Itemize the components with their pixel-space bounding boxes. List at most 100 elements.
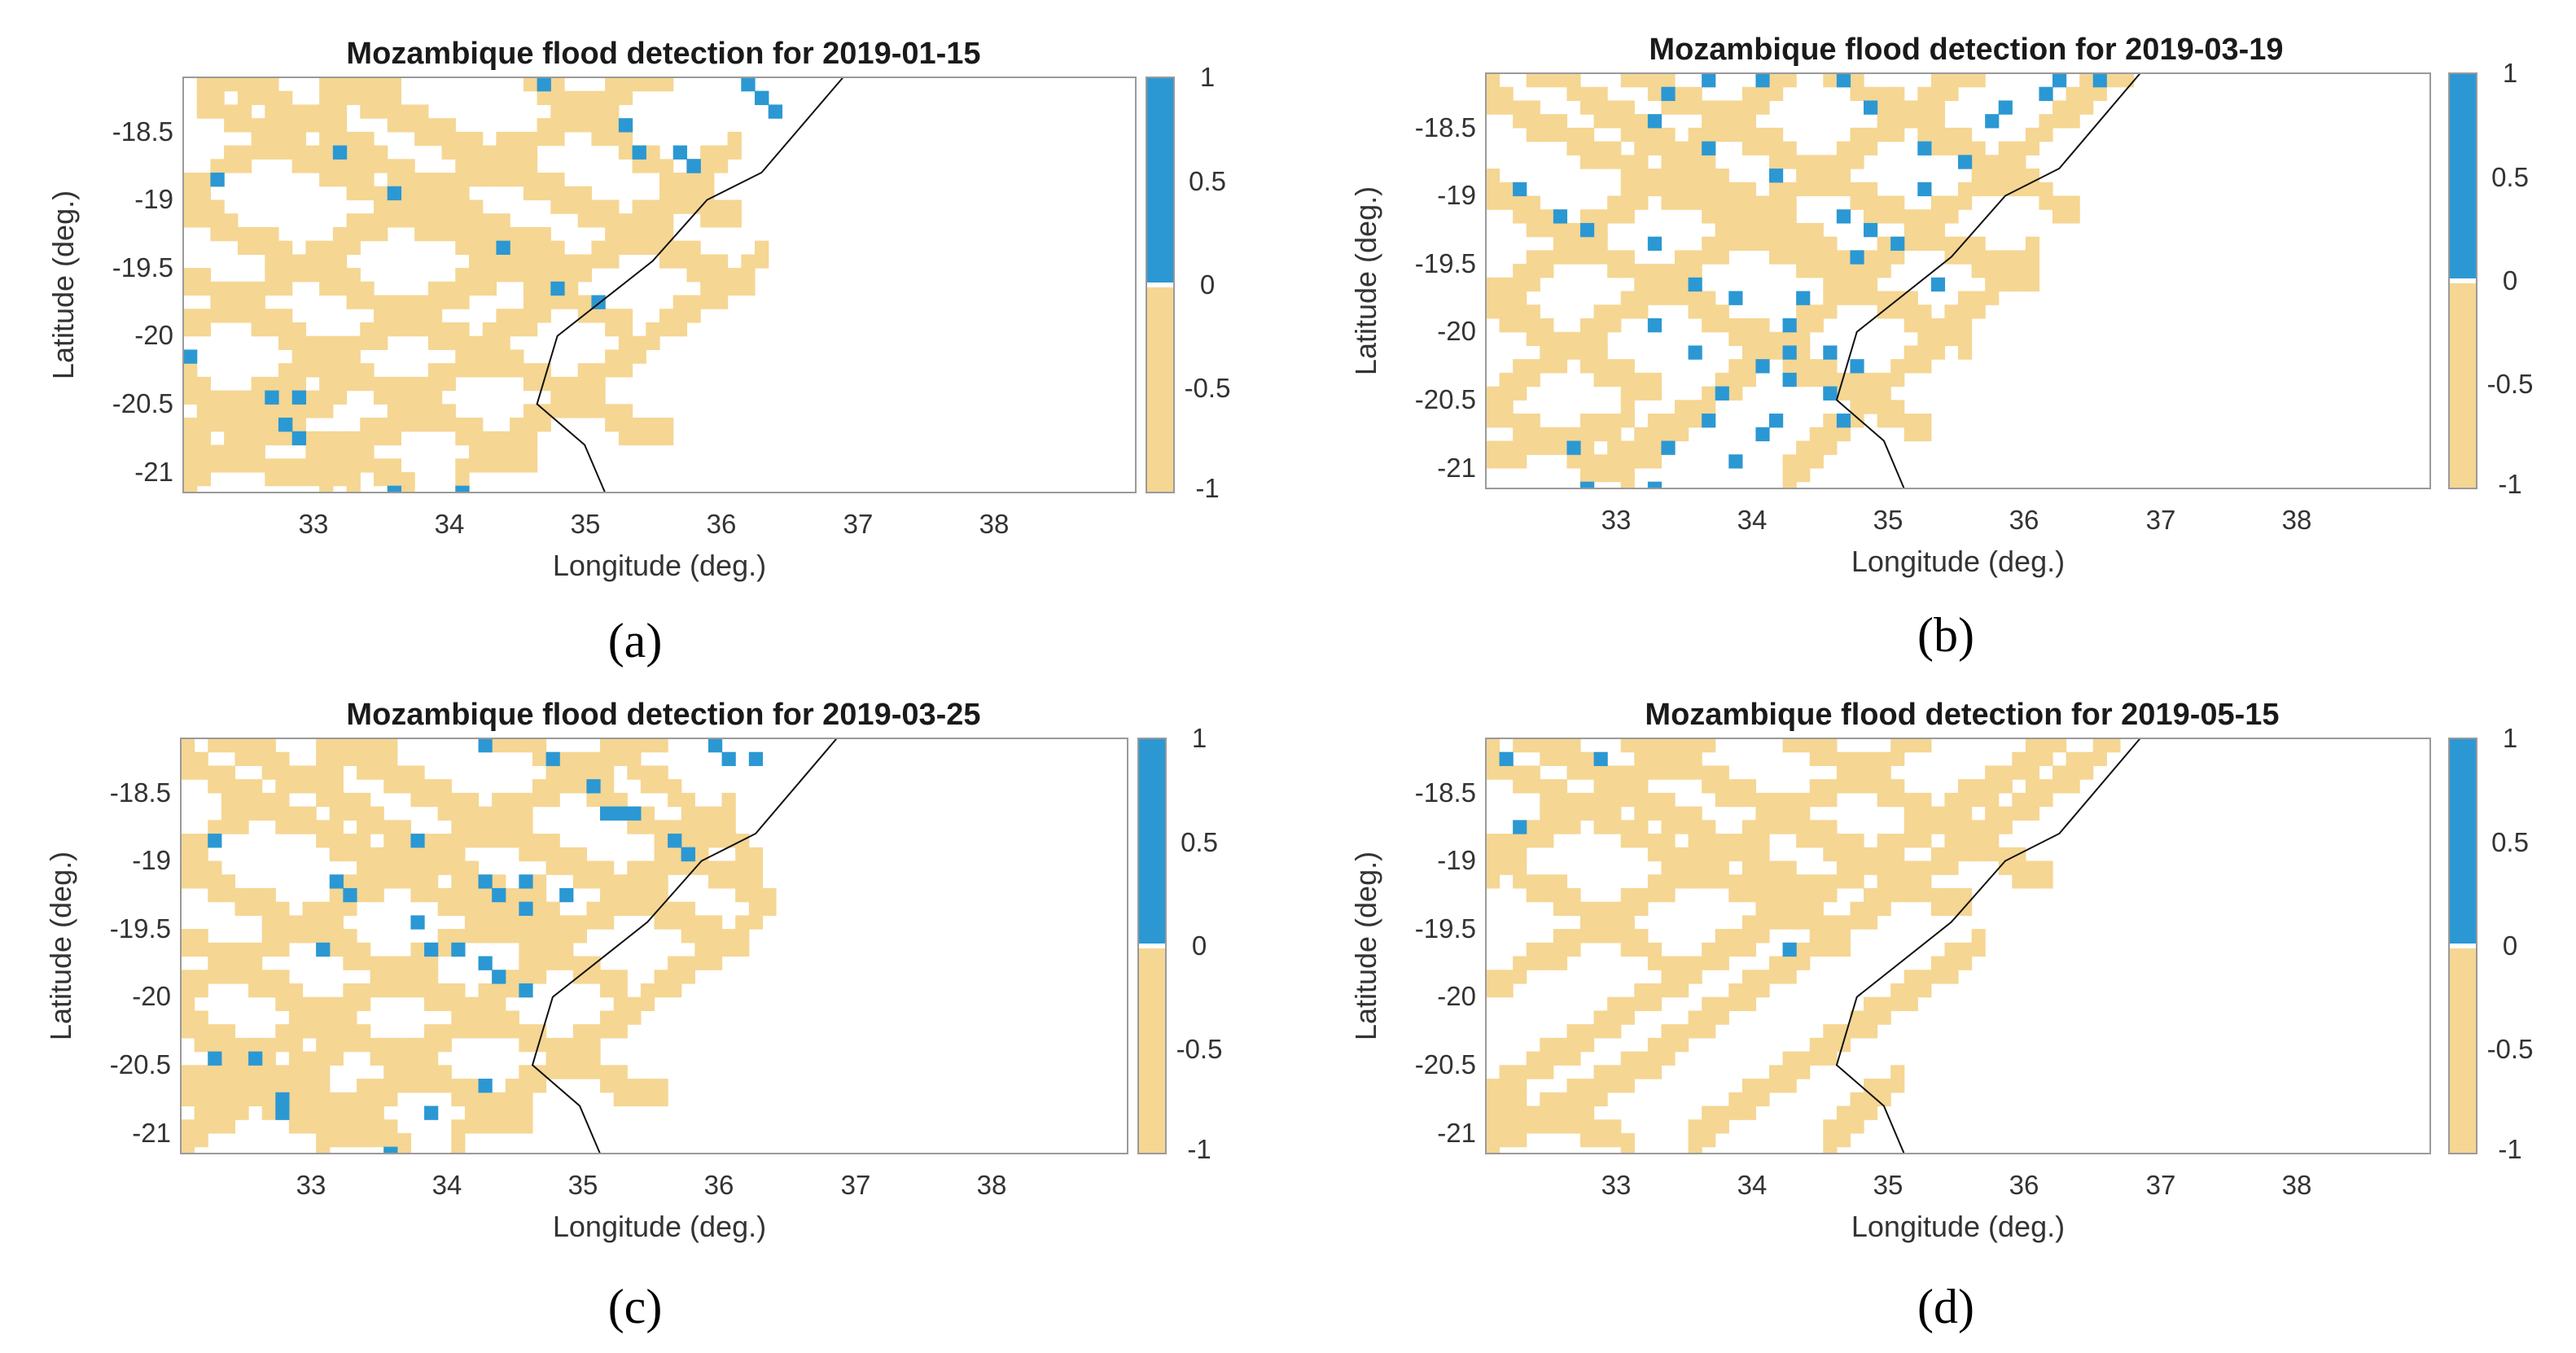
no-flood-cell bbox=[275, 779, 290, 794]
no-flood-cell bbox=[251, 390, 265, 405]
no-flood-cell bbox=[510, 363, 524, 378]
no-flood-cell bbox=[1782, 155, 1797, 169]
no-flood-cell bbox=[1526, 440, 1540, 455]
no-flood-cell bbox=[478, 929, 493, 944]
no-flood-cell bbox=[1782, 359, 1797, 374]
no-flood-cell bbox=[1593, 806, 1608, 821]
no-flood-cell bbox=[265, 322, 279, 337]
no-flood-cell bbox=[1823, 414, 1838, 428]
no-flood-cell bbox=[1809, 454, 1824, 469]
no-flood-cell bbox=[605, 104, 620, 119]
no-flood-cell bbox=[505, 738, 519, 753]
no-flood-cell bbox=[288, 1024, 304, 1039]
panel-a-y-axis-label: Latitude (deg.) bbox=[46, 190, 80, 379]
no-flood-cell bbox=[1741, 1106, 1757, 1120]
no-flood-cell bbox=[424, 956, 439, 970]
no-flood-cell bbox=[343, 996, 357, 1012]
no-flood-cell bbox=[360, 159, 375, 173]
panel-a-x-tick: 34 bbox=[435, 509, 465, 539]
no-flood-cell bbox=[346, 376, 361, 392]
no-flood-cell bbox=[1513, 779, 1527, 794]
no-flood-cell bbox=[1823, 73, 1838, 88]
no-flood-cell bbox=[302, 901, 317, 916]
no-flood-cell bbox=[278, 90, 293, 106]
no-flood-cell bbox=[1540, 1037, 1554, 1053]
no-flood-cell bbox=[559, 751, 574, 767]
no-flood-cell bbox=[1755, 222, 1770, 238]
no-flood-cell bbox=[346, 145, 361, 160]
no-flood-cell bbox=[1944, 970, 1959, 984]
no-flood-cell bbox=[646, 199, 660, 214]
panel-a-colorbar-border bbox=[1146, 77, 1175, 493]
no-flood-cell bbox=[248, 901, 263, 916]
no-flood-cell bbox=[1985, 250, 2000, 265]
no-flood-cell bbox=[713, 159, 729, 173]
no-flood-cell bbox=[523, 226, 538, 242]
no-flood-cell bbox=[305, 471, 320, 487]
no-flood-cell bbox=[510, 444, 524, 459]
panel-a-x-tick: 35 bbox=[571, 509, 601, 539]
no-flood-cell bbox=[1540, 127, 1554, 142]
no-flood-cell bbox=[1675, 1024, 1689, 1039]
no-flood-cell bbox=[1741, 970, 1757, 984]
no-flood-cell bbox=[265, 254, 279, 269]
no-flood-cell bbox=[605, 418, 620, 432]
no-flood-cell bbox=[302, 915, 317, 930]
no-flood-cell bbox=[537, 226, 551, 242]
no-flood-cell bbox=[1661, 182, 1676, 197]
no-flood-cell bbox=[618, 90, 633, 106]
no-flood-cell bbox=[332, 431, 348, 446]
flood-cell bbox=[2039, 86, 2053, 102]
no-flood-cell bbox=[210, 213, 225, 228]
panel-c-title: Mozambique flood detection for 2019-03-2… bbox=[346, 698, 980, 732]
no-flood-cell bbox=[1513, 291, 1527, 305]
no-flood-cell bbox=[1702, 779, 1716, 794]
no-flood-cell bbox=[1647, 440, 1663, 455]
no-flood-cell bbox=[519, 970, 533, 984]
no-flood-cell bbox=[510, 349, 524, 364]
no-flood-cell bbox=[196, 90, 212, 106]
no-flood-cell bbox=[414, 186, 429, 201]
no-flood-cell bbox=[1877, 414, 1891, 428]
flood-cell bbox=[410, 834, 425, 848]
no-flood-cell bbox=[2052, 100, 2067, 115]
no-flood-cell bbox=[1486, 1146, 1500, 1154]
no-flood-cell bbox=[646, 145, 660, 160]
no-flood-cell bbox=[1607, 1010, 1622, 1025]
no-flood-cell bbox=[1675, 427, 1689, 442]
no-flood-cell bbox=[387, 199, 402, 214]
no-flood-cell bbox=[577, 295, 593, 309]
no-flood-cell bbox=[275, 983, 290, 998]
no-flood-cell bbox=[1850, 1024, 1864, 1039]
no-flood-cell bbox=[519, 1065, 533, 1079]
no-flood-cell bbox=[1634, 440, 1649, 455]
no-flood-cell bbox=[668, 970, 682, 984]
no-flood-cell bbox=[605, 404, 620, 418]
no-flood-cell bbox=[208, 765, 222, 780]
no-flood-cell bbox=[424, 860, 439, 875]
no-flood-cell bbox=[374, 322, 388, 337]
no-flood-cell bbox=[1728, 222, 1743, 238]
panel-b-colorbar-dry-segment bbox=[2449, 283, 2477, 488]
panel-c-x-tick: 36 bbox=[704, 1170, 734, 1200]
no-flood-cell bbox=[1755, 100, 1770, 115]
no-flood-cell bbox=[410, 1051, 425, 1066]
no-flood-cell bbox=[1715, 372, 1729, 388]
no-flood-cell bbox=[1702, 100, 1716, 115]
no-flood-cell bbox=[519, 942, 533, 957]
no-flood-cell bbox=[505, 915, 519, 930]
no-flood-cell bbox=[451, 1092, 466, 1107]
no-flood-cell bbox=[1741, 792, 1757, 808]
flood-cell bbox=[545, 751, 560, 767]
no-flood-cell bbox=[196, 104, 212, 119]
no-flood-cell bbox=[741, 254, 756, 269]
no-flood-cell bbox=[505, 1106, 519, 1120]
no-flood-cell bbox=[1930, 345, 1946, 360]
no-flood-cell bbox=[196, 281, 212, 296]
no-flood-cell bbox=[519, 847, 533, 862]
no-flood-cell bbox=[1620, 250, 1635, 265]
no-flood-cell bbox=[374, 90, 388, 106]
no-flood-cell bbox=[550, 173, 565, 187]
no-flood-cell bbox=[1620, 792, 1635, 808]
flood-cell bbox=[1688, 345, 1702, 360]
